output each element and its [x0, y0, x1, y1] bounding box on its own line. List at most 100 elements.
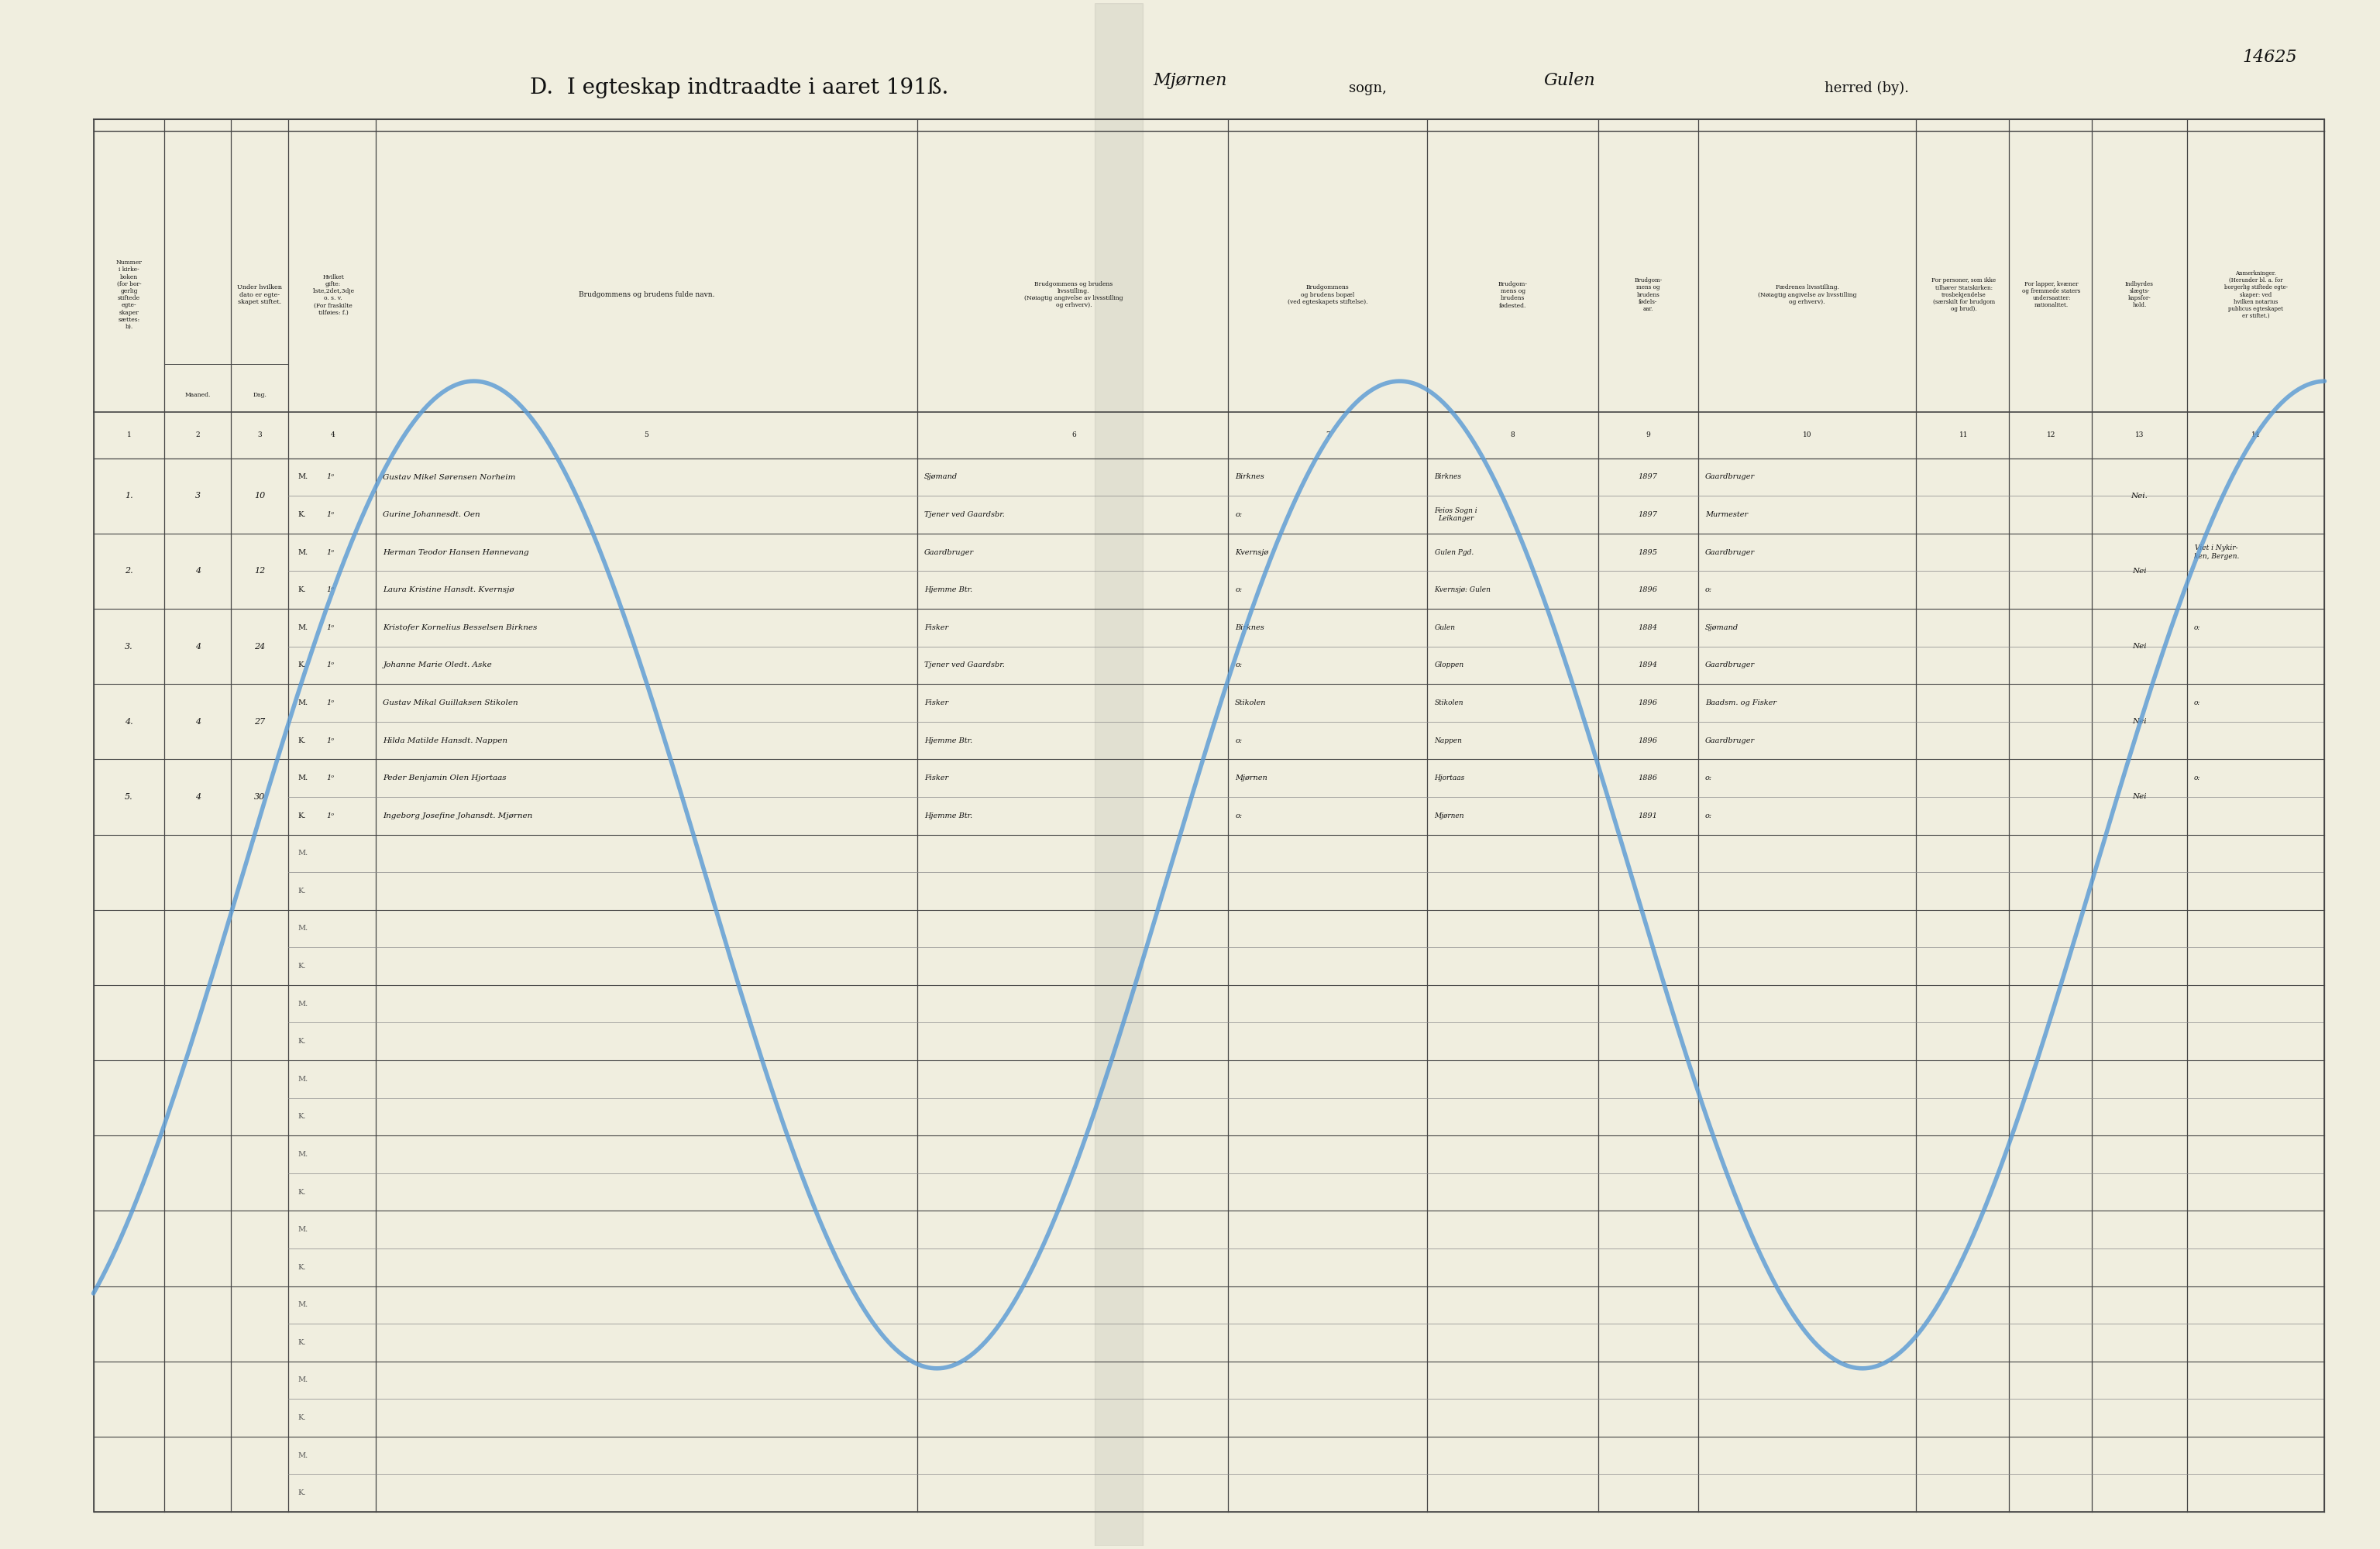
Text: 8: 8	[1511, 432, 1516, 438]
Text: Hjemme Btr.: Hjemme Btr.	[923, 737, 973, 744]
Text: Brudgommens og brudens fulde navn.: Brudgommens og brudens fulde navn.	[578, 291, 714, 299]
Text: o:: o:	[1235, 661, 1242, 669]
Text: Fisker: Fisker	[923, 624, 947, 630]
Text: 1ᵒ: 1ᵒ	[326, 812, 333, 819]
Text: K.: K.	[298, 587, 305, 593]
Text: D.  I egteskap indtraadte i aaret 191ß.: D. I egteskap indtraadte i aaret 191ß.	[531, 77, 947, 99]
Text: M.: M.	[298, 925, 307, 932]
Text: 4: 4	[331, 432, 336, 438]
Text: Peder Benjamin Olen Hjortaas: Peder Benjamin Olen Hjortaas	[383, 774, 507, 782]
Text: Nei: Nei	[2132, 643, 2147, 651]
Text: 1ᵒ: 1ᵒ	[326, 661, 333, 669]
Text: 1ᵒ: 1ᵒ	[326, 548, 333, 556]
Text: 1: 1	[126, 432, 131, 438]
Text: Nei.: Nei.	[2130, 493, 2147, 499]
Text: Gaardbruger: Gaardbruger	[1704, 737, 1754, 744]
Text: 1ᵒ: 1ᵒ	[326, 511, 333, 519]
Text: 12: 12	[255, 567, 264, 575]
Text: 1ᵒ: 1ᵒ	[326, 737, 333, 744]
Text: Sjømand: Sjømand	[1704, 624, 1737, 630]
Text: Laura Kristine Hansdt. Kvernsjø: Laura Kristine Hansdt. Kvernsjø	[383, 587, 514, 593]
Text: Hjemme Btr.: Hjemme Btr.	[923, 587, 973, 593]
Text: Anmerkninger.
(Herunder bl. a. for
borgerlig stiftede egte-
skaper: ved
hvilken : Anmerkninger. (Herunder bl. a. for borge…	[2223, 270, 2287, 319]
Text: K.: K.	[298, 963, 305, 970]
Text: 1ᵒ: 1ᵒ	[326, 624, 333, 630]
Text: Herman Teodor Hansen Hønnevang: Herman Teodor Hansen Hønnevang	[383, 548, 528, 556]
Text: Gloppen: Gloppen	[1435, 661, 1464, 669]
Text: o:: o:	[1704, 774, 1711, 782]
Text: Johanne Marie Oledt. Aske: Johanne Marie Oledt. Aske	[383, 661, 493, 669]
Text: Gurine Johannesdt. Oen: Gurine Johannesdt. Oen	[383, 511, 481, 519]
Text: K.: K.	[298, 1038, 305, 1046]
Text: Mjørnen: Mjørnen	[1435, 812, 1464, 819]
Text: herred (by).: herred (by).	[1823, 81, 1909, 94]
Text: 1ᵒ: 1ᵒ	[326, 587, 333, 593]
Text: 4.: 4.	[124, 717, 133, 725]
Text: 2: 2	[195, 432, 200, 438]
Text: sogn,: sogn,	[1349, 81, 1388, 94]
Text: Hjortaas: Hjortaas	[1435, 774, 1464, 782]
Text: K.: K.	[298, 511, 305, 519]
Text: 4: 4	[195, 567, 200, 575]
Text: M.: M.	[298, 1001, 307, 1007]
Text: 1896: 1896	[1637, 699, 1659, 706]
Text: Hjemme Btr.: Hjemme Btr.	[923, 812, 973, 819]
Text: Mjørnen: Mjørnen	[1152, 71, 1228, 88]
Text: 9: 9	[1647, 432, 1649, 438]
Text: M.: M.	[298, 1075, 307, 1083]
Text: M.: M.	[298, 1301, 307, 1309]
Text: Brudgom-
mens og
brudens
fødels-
aar.: Brudgom- mens og brudens fødels- aar.	[1635, 277, 1661, 311]
Text: Maaned.: Maaned.	[186, 392, 212, 398]
Text: M.: M.	[298, 850, 307, 857]
Text: Gustav Mikel Sørensen Norheim: Gustav Mikel Sørensen Norheim	[383, 474, 516, 480]
Text: Gulen Pgd.: Gulen Pgd.	[1435, 548, 1473, 556]
Text: Nummer
i kirke-
boken
(for bor-
gerlig
stiftede
egte-
skaper
sættes:
b).: Nummer i kirke- boken (for bor- gerlig s…	[117, 260, 143, 330]
Text: Birknes: Birknes	[1235, 474, 1264, 480]
Text: o:: o:	[2194, 624, 2202, 630]
Text: Gulen: Gulen	[1545, 71, 1595, 88]
Text: 1ᵒ: 1ᵒ	[326, 699, 333, 706]
Text: M.: M.	[298, 1451, 307, 1459]
Text: Mjørnen: Mjørnen	[1235, 774, 1269, 782]
Text: M.: M.	[298, 1227, 307, 1233]
Text: M.: M.	[298, 548, 307, 556]
Text: Under hvilken
dato er egte-
skapet stiftet.: Under hvilken dato er egte- skapet stift…	[238, 285, 283, 305]
Text: K.: K.	[298, 1264, 305, 1270]
Text: K.: K.	[298, 1114, 305, 1120]
Text: 3: 3	[195, 493, 200, 500]
Text: M.: M.	[298, 699, 307, 706]
Text: Dag.: Dag.	[252, 392, 267, 398]
Text: Nappen: Nappen	[1435, 737, 1461, 744]
Text: 4: 4	[195, 717, 200, 725]
Text: o:: o:	[1704, 812, 1711, 819]
Text: For personer, som ikke
tilhører Statskirken:
trosbekjendelse
(særskilt for brudg: For personer, som ikke tilhører Statskir…	[1933, 277, 1997, 311]
Text: 3.: 3.	[124, 643, 133, 651]
Text: K.: K.	[298, 888, 305, 894]
Text: Gaardbruger: Gaardbruger	[1704, 661, 1754, 669]
Text: Murmester: Murmester	[1704, 511, 1747, 519]
Text: M.: M.	[298, 774, 307, 782]
Text: 1895: 1895	[1637, 548, 1659, 556]
Text: Tjener ved Gaardsbr.: Tjener ved Gaardsbr.	[923, 511, 1004, 519]
Text: 3: 3	[257, 432, 262, 438]
Text: o:: o:	[2194, 774, 2202, 782]
Text: 12: 12	[2047, 432, 2056, 438]
Text: o:: o:	[1704, 587, 1711, 593]
Text: 24: 24	[255, 643, 264, 651]
Text: Nei: Nei	[2132, 719, 2147, 725]
Text: M.: M.	[298, 624, 307, 630]
Text: 30: 30	[255, 793, 264, 801]
Text: Nei: Nei	[2132, 793, 2147, 801]
Text: 10: 10	[1802, 432, 1811, 438]
Text: M.: M.	[298, 474, 307, 480]
Text: Birknes: Birknes	[1235, 624, 1264, 630]
Text: Gaardbruger: Gaardbruger	[923, 548, 973, 556]
Text: Kristofer Kornelius Besselsen Birknes: Kristofer Kornelius Besselsen Birknes	[383, 624, 538, 630]
Text: Feios Sogn i
Leikanger: Feios Sogn i Leikanger	[1435, 507, 1478, 522]
Text: Baadsm. og Fisker: Baadsm. og Fisker	[1704, 699, 1775, 706]
Text: 5: 5	[645, 432, 650, 438]
Text: Nei: Nei	[2132, 567, 2147, 575]
Text: 1897: 1897	[1637, 511, 1659, 519]
Text: Gustav Mikal Guillaksen Stikolen: Gustav Mikal Guillaksen Stikolen	[383, 699, 519, 706]
Text: K.: K.	[298, 737, 305, 744]
